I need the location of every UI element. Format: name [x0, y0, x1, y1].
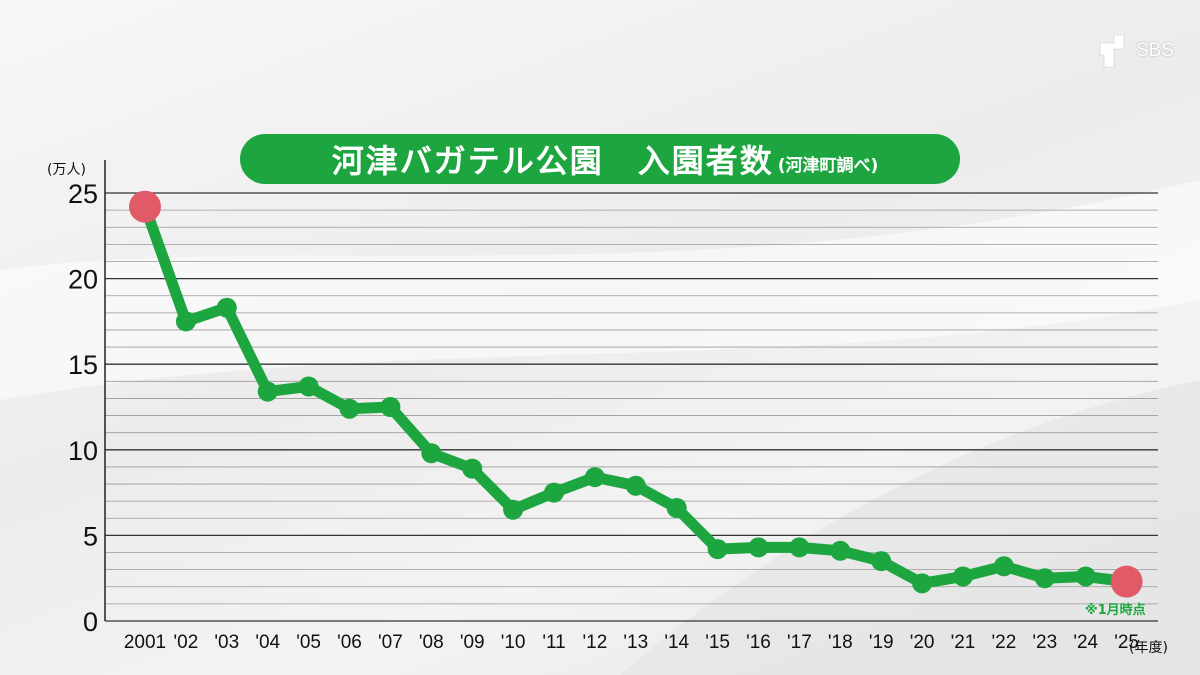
x-tick-labels: 2001 '02 '03 '04 '05 '06 '07 '08 '09 '10 '11 '12 '13… [124, 632, 1139, 653]
x-axis-unit: (年度) [1129, 640, 1168, 656]
x-tick-label: '10 [501, 632, 526, 653]
data-point [953, 566, 973, 587]
x-tick-label: '19 [869, 632, 894, 653]
data-point [912, 573, 933, 594]
x-tick-label: '20 [910, 632, 935, 653]
data-point [339, 398, 360, 419]
grid [105, 192, 1158, 622]
data-point [871, 551, 892, 572]
endpoint-marker [129, 190, 161, 223]
chart-title-sub: (河津町調べ) [777, 155, 879, 176]
x-tick-label: 2001 [124, 632, 166, 653]
sbs-logo-text: SBS [1136, 40, 1175, 61]
data-point [257, 381, 278, 402]
data-point [298, 376, 319, 397]
data-point [1034, 568, 1055, 589]
y-tick-label: 5 [83, 521, 98, 551]
y-tick-label: 20 [68, 265, 98, 295]
data-point [1075, 566, 1096, 587]
y-tick-label: 0 [83, 607, 98, 637]
data-point [216, 297, 237, 318]
data-point [666, 498, 687, 519]
x-tick-label: '21 [951, 632, 976, 653]
sbs-logo: SBS [1098, 33, 1174, 69]
data-point [993, 556, 1014, 577]
data-point [421, 443, 442, 464]
x-tick-label: '04 [255, 632, 280, 653]
x-tick-label: '18 [828, 632, 853, 653]
x-tick-label: '24 [1073, 632, 1098, 653]
sbs-logo-icon [1099, 34, 1125, 68]
x-tick-label: '09 [460, 632, 485, 653]
chart-title-main: 河津バガテル公園 入園者数 [331, 142, 774, 180]
x-tick-label: '13 [623, 632, 648, 653]
data-point [789, 537, 810, 558]
data-point [380, 397, 401, 417]
y-tick-label: 15 [68, 350, 98, 380]
data-point [584, 467, 605, 488]
x-tick-label: '06 [337, 632, 362, 653]
data-points [129, 190, 1143, 598]
y-tick-labels: 0 5 10 15 20 25 [68, 179, 98, 637]
annotation-note: ※1月時点 [1085, 602, 1146, 618]
y-axis-unit: (万人) [47, 162, 86, 178]
x-tick-label: '22 [992, 632, 1017, 653]
x-tick-label: '15 [705, 632, 730, 653]
x-tick-label: '03 [214, 632, 239, 653]
x-tick-label: '11 [542, 632, 565, 653]
data-point [707, 539, 728, 560]
x-tick-label: '17 [787, 632, 812, 653]
chart-title: 河津バガテル公園 入園者数 (河津町調べ) [240, 134, 960, 184]
data-point [503, 499, 524, 520]
data-point [544, 482, 564, 503]
x-tick-label: '07 [378, 632, 403, 653]
y-tick-label: 25 [68, 179, 98, 209]
data-point [748, 537, 769, 558]
x-tick-label: '05 [296, 632, 321, 653]
x-tick-label: '08 [419, 632, 444, 653]
data-point [462, 458, 483, 479]
endpoint-marker [1110, 565, 1143, 598]
x-tick-label: '14 [664, 632, 689, 653]
y-tick-label: 10 [68, 436, 98, 466]
data-point [625, 475, 646, 496]
x-tick-label: '12 [583, 632, 608, 653]
data-point [830, 540, 851, 561]
series-line [139, 201, 1133, 589]
data-point [175, 311, 196, 332]
x-tick-label: '16 [746, 632, 771, 653]
x-tick-label: '23 [1032, 632, 1057, 653]
x-tick-label: '25 [1114, 632, 1139, 653]
x-tick-label: '02 [174, 632, 199, 653]
